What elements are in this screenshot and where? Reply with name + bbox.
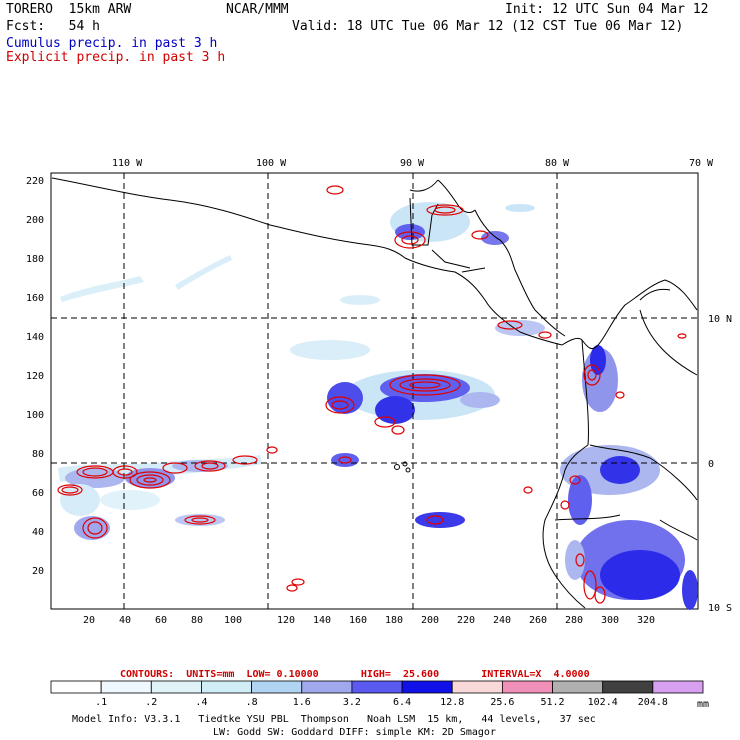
y-tick: 120 (26, 371, 45, 382)
x-tick: 220 (457, 615, 476, 626)
y-tick: 140 (26, 332, 45, 343)
colorbar-level-label: .8 (245, 697, 258, 708)
y-tick: 80 (32, 449, 45, 460)
x-tick: 120 (277, 615, 296, 626)
init-time: Init: 12 UTC Sun 04 Mar 12 (505, 2, 709, 17)
model-title: TORERO 15km ARW (6, 2, 132, 17)
explicit-field-label: Explicit precip. in past 3 h (6, 50, 226, 65)
lon-label-110w: 110 W (112, 158, 143, 169)
x-tick: 140 (313, 615, 332, 626)
y-tick: 20 (32, 566, 45, 577)
colorbar-swatch (351, 680, 403, 694)
colorbar-swatch (201, 680, 253, 694)
colorbar-swatch (451, 680, 503, 694)
x-tick: 80 (191, 615, 204, 626)
explicit-precip-contours (57, 185, 687, 604)
colorbar-level-label: 51.2 (540, 697, 565, 708)
colorbar-level-label: 1.6 (292, 697, 311, 708)
x-tick: 60 (155, 615, 168, 626)
colorbar-swatch (301, 680, 353, 694)
colorbar-swatch (100, 680, 152, 694)
cumulus-precip-shading (58, 202, 698, 610)
coastlines (51, 177, 698, 609)
organization: NCAR/MMM (226, 2, 289, 17)
lat-label-10s: 10 S (708, 603, 733, 614)
y-tick: 180 (26, 254, 45, 265)
colorbar-level-label: .2 (145, 697, 158, 708)
x-tick: 40 (119, 615, 132, 626)
x-tick: 300 (601, 615, 620, 626)
y-tick: 160 (26, 293, 45, 304)
y-tick: 100 (26, 410, 45, 421)
colorbar-swatch (652, 680, 704, 694)
colorbar (50, 680, 704, 694)
x-tick: 280 (565, 615, 584, 626)
forecast-hour: Fcst: 54 h (6, 19, 100, 34)
colorbar-swatch (501, 680, 553, 694)
colorbar-swatch (50, 680, 102, 694)
lat-lon-grid (51, 173, 698, 609)
colorbar-level-label: 12.8 (440, 697, 465, 708)
lon-label-80w: 80 W (545, 158, 570, 169)
colorbar-level-label: .4 (195, 697, 208, 708)
colorbar-swatch (401, 680, 453, 694)
colorbar-swatch (251, 680, 303, 694)
x-tick: 200 (421, 615, 440, 626)
colorbar-level-label: 6.4 (393, 697, 412, 708)
lat-label-10n: 10 N (708, 314, 733, 325)
model-info: Model Info: V3.3.1 Tiedtke YSU PBL Thomp… (72, 714, 596, 725)
colorbar-level-label: 204.8 (637, 697, 668, 708)
x-tick: 240 (493, 615, 512, 626)
y-tick: 40 (32, 527, 45, 538)
colorbar-swatch (150, 680, 202, 694)
contours-info: CONTOURS: UNITS=mm LOW= 0.10000 HIGH= 25… (120, 669, 590, 680)
y-tick: 200 (26, 215, 45, 226)
x-tick: 320 (637, 615, 656, 626)
x-tick: 20 (83, 615, 96, 626)
x-tick: 260 (529, 615, 548, 626)
x-tick: 180 (385, 615, 404, 626)
lat-label-0: 0 (708, 459, 715, 470)
colorbar-level-label: 25.6 (490, 697, 515, 708)
lon-label-70w: 70 W (689, 158, 714, 169)
colorbar-level-label: 3.2 (342, 697, 361, 708)
x-tick: 160 (349, 615, 368, 626)
colorbar-swatch (552, 680, 604, 694)
lon-label-90w: 90 W (400, 158, 425, 169)
y-tick: 60 (32, 488, 45, 499)
model-physics: LW: Godd SW: Goddard DIFF: simple KM: 2D… (213, 727, 496, 738)
valid-time: Valid: 18 UTC Tue 06 Mar 12 (12 CST Tue … (292, 19, 684, 34)
colorbar-units: mm (697, 699, 710, 710)
colorbar-swatch (602, 680, 654, 694)
cumulus-field-label: Cumulus precip. in past 3 h (6, 36, 218, 51)
lon-label-100w: 100 W (256, 158, 287, 169)
colorbar-level-label: .1 (95, 697, 108, 708)
colorbar-level-label: 102.4 (587, 697, 618, 708)
x-tick: 100 (224, 615, 243, 626)
y-tick: 220 (26, 176, 45, 187)
